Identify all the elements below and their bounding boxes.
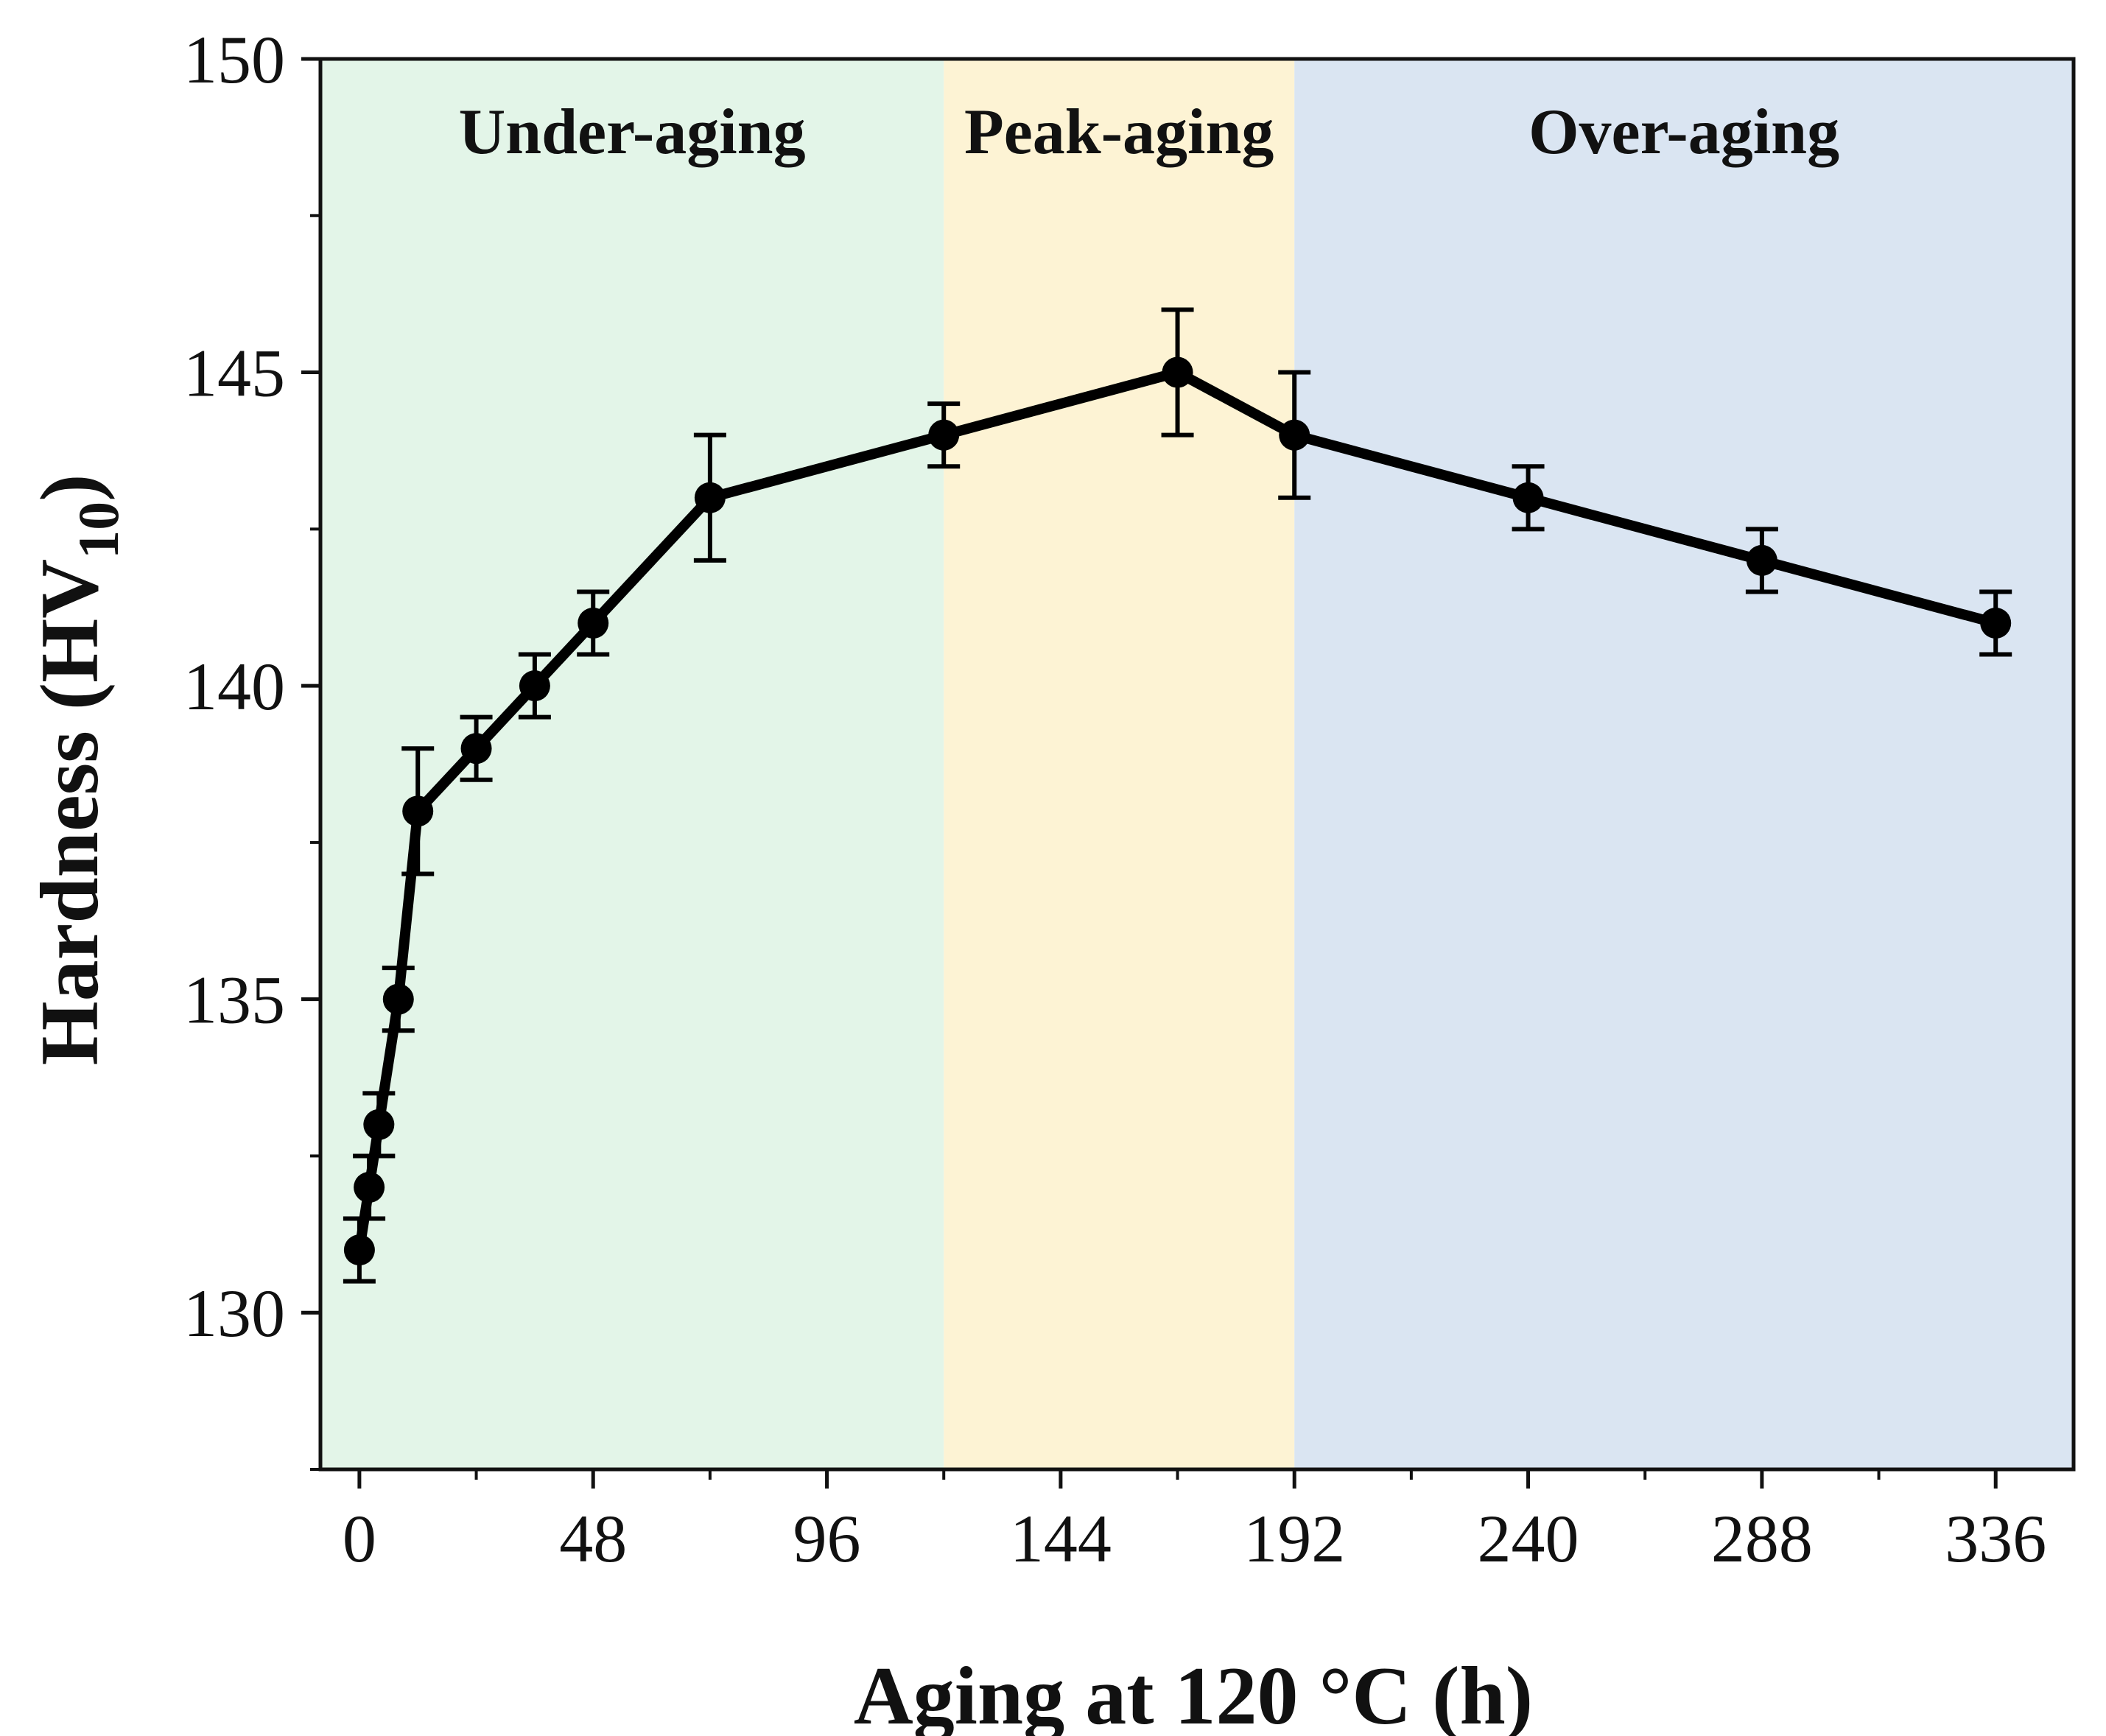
region-band-under-aging <box>320 59 944 1469</box>
data-point <box>1980 608 2012 639</box>
y-axis-title: Hardness (HV10) <box>24 474 130 1066</box>
x-tick-label: 0 <box>343 1501 376 1576</box>
data-point <box>694 482 726 513</box>
aging-regions <box>320 59 2074 1469</box>
y-axis-title-main: Hardness (HV <box>24 559 116 1066</box>
data-point <box>1279 419 1310 451</box>
data-point <box>382 983 414 1015</box>
region-label-over-aging: Over-aging <box>1528 96 1839 168</box>
y-tick-label: 150 <box>183 22 285 97</box>
region-label-under-aging: Under-aging <box>459 96 806 168</box>
region-band-peak-aging <box>944 59 1295 1469</box>
data-point <box>1162 356 1193 388</box>
x-tick-label: 96 <box>793 1501 861 1576</box>
region-band-over-aging <box>1294 59 2074 1469</box>
data-point <box>928 419 960 451</box>
y-axis-title-subscript: 10 <box>66 502 130 559</box>
data-point <box>578 608 609 639</box>
plot-frame <box>318 57 2076 1472</box>
data-point <box>1746 544 1777 576</box>
x-tick-label: 288 <box>1711 1501 1813 1576</box>
data-point <box>402 795 434 827</box>
data-point <box>460 733 492 765</box>
x-tick-label: 48 <box>559 1501 627 1576</box>
x-tick-label: 336 <box>1945 1501 2046 1576</box>
data-point <box>519 670 550 702</box>
x-tick-label: 144 <box>1010 1501 1112 1576</box>
region-labels: Under-aging Peak-aging Over-aging <box>459 96 1839 168</box>
y-tick-label: 130 <box>183 1276 285 1351</box>
region-label-peak-aging: Peak-aging <box>964 96 1274 168</box>
y-tick-label: 135 <box>183 963 285 1038</box>
x-axis-title: Aging at 120 °C (h) <box>854 1651 1533 1736</box>
data-point <box>363 1108 395 1140</box>
data-point <box>1512 482 1544 513</box>
data-point <box>354 1172 385 1203</box>
y-tick-label: 145 <box>183 336 285 411</box>
x-tick-label: 192 <box>1243 1501 1345 1576</box>
x-tick-label: 240 <box>1478 1501 1579 1576</box>
axes <box>301 57 2076 1489</box>
data-point <box>343 1234 375 1266</box>
y-tick-label: 140 <box>183 649 285 724</box>
tick-labels: 0 48 96 144 192 240 288 336 130 135 140 145 150 <box>183 22 2046 1576</box>
y-axis-title-close: ) <box>24 474 116 502</box>
data-series <box>343 307 2012 1284</box>
